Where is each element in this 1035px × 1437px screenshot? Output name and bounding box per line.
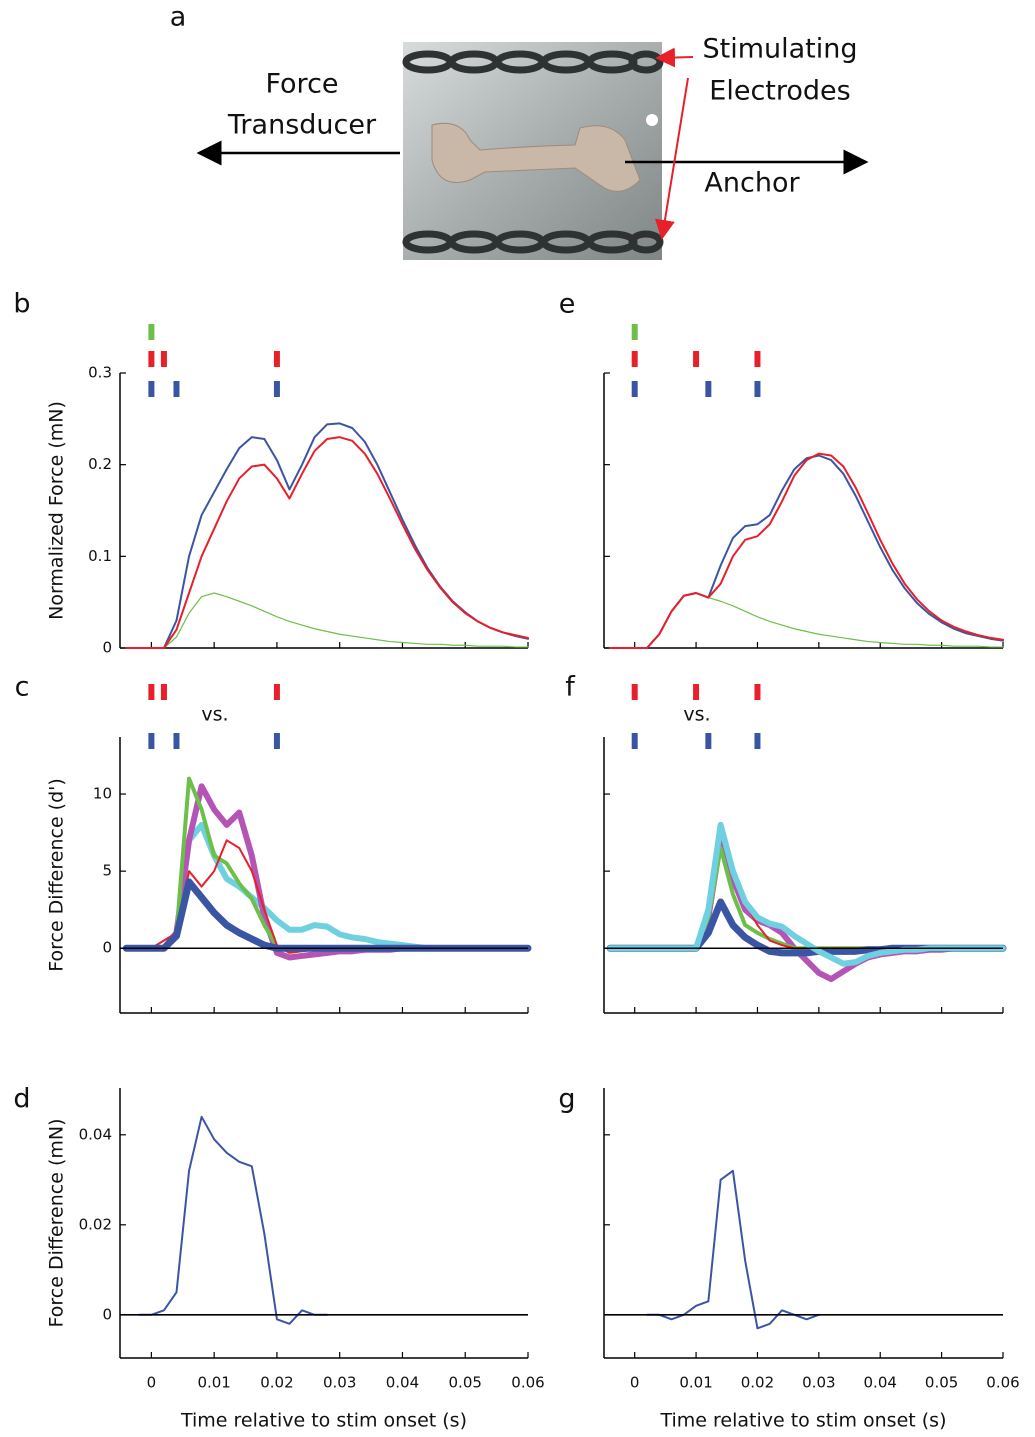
y-axis-label: Force Difference (mN) (46, 1119, 68, 1328)
y-tick-label: 5 (102, 862, 112, 880)
y-tick-label: 0.02 (79, 1215, 112, 1233)
y-tick-label: 0 (102, 639, 112, 657)
data-line (125, 436, 529, 649)
x-tick-label: 0.01 (679, 1374, 712, 1392)
y-tick-label: 0.04 (79, 1125, 112, 1143)
label: Stimulating (702, 34, 857, 65)
x-tick-label: 0.06 (986, 1374, 1019, 1392)
x-axis-label: Time relative to stim onset (s) (659, 1410, 946, 1432)
panel-label: c (15, 672, 30, 703)
panel-label: f (565, 672, 576, 703)
stim-marker (160, 351, 167, 367)
stim-marker (631, 324, 638, 340)
stim-marker (754, 351, 761, 367)
x-tick-label: 0.02 (260, 1374, 293, 1392)
y-tick-label: 0.1 (88, 547, 112, 565)
x-tick-label: 0.06 (511, 1374, 544, 1392)
data-line (609, 454, 1004, 649)
x-tick-label: 0 (147, 1374, 157, 1392)
data-line (607, 821, 1006, 967)
x-axis-label: Time relative to stim onset (s) (180, 1410, 467, 1432)
y-tick-label: 10 (93, 785, 112, 803)
panel-label: d (13, 1084, 30, 1115)
muscle (431, 122, 641, 192)
y-tick-label: 0.2 (88, 455, 112, 473)
data-line (137, 1115, 329, 1325)
stim-marker (273, 684, 280, 700)
data-line (609, 452, 1004, 649)
x-tick-label: 0.05 (925, 1374, 958, 1392)
stim-marker (148, 684, 155, 700)
stim-marker (754, 684, 761, 700)
panel-label: e (559, 289, 576, 320)
stim-marker (693, 351, 700, 367)
stim-marker (631, 733, 638, 749)
reflection (646, 114, 658, 126)
stim-marker (173, 381, 180, 397)
x-tick-label: 0.04 (386, 1374, 419, 1392)
stim-marker (705, 733, 712, 749)
stim-marker (693, 684, 700, 700)
data-line (645, 1169, 820, 1330)
y-tick-label: 0 (102, 939, 112, 957)
x-tick-label: 0.03 (802, 1374, 835, 1392)
x-tick-label: 0.04 (864, 1374, 897, 1392)
label: Anchor (704, 168, 800, 199)
data-line (609, 831, 1004, 950)
stim-marker (273, 351, 280, 367)
electrode-bottom (402, 230, 664, 254)
panel-label: a (170, 2, 187, 33)
stim-marker (273, 733, 280, 749)
panel-label: g (558, 1084, 575, 1115)
stim-marker (160, 684, 167, 700)
data-line (608, 846, 1005, 951)
data-line (607, 837, 1006, 983)
stim-marker (631, 684, 638, 700)
stim-marker (173, 733, 180, 749)
label: Force (265, 69, 338, 100)
stim-marker (148, 351, 155, 367)
data-line (125, 592, 529, 649)
label: Electrodes (709, 76, 850, 107)
y-axis-label: Force Difference (d') (46, 778, 68, 972)
x-tick-label: 0.01 (197, 1374, 230, 1392)
y-axis-label: Normalized Force (mN) (46, 401, 68, 620)
annotation: vs. (201, 704, 228, 726)
x-tick-label: 0.05 (449, 1374, 482, 1392)
x-tick-label: 0 (630, 1374, 640, 1392)
stim-marker (631, 351, 638, 367)
data-line (122, 878, 532, 952)
data-line (609, 592, 1004, 649)
annotation: vs. (683, 704, 710, 726)
stim-marker (754, 733, 761, 749)
stim-marker (754, 381, 761, 397)
arrow (655, 47, 694, 68)
y-tick-label: 0 (102, 1305, 112, 1323)
label: Transducer (227, 110, 377, 141)
stim-marker (273, 381, 280, 397)
stim-marker (148, 733, 155, 749)
stim-marker (631, 381, 638, 397)
arrow (655, 77, 689, 240)
x-tick-label: 0.03 (323, 1374, 356, 1392)
stim-marker (148, 324, 155, 340)
panel-a: a Force Transducer Stimulating Electrode… (170, 2, 869, 260)
stim-marker (148, 381, 155, 397)
y-tick-label: 0.3 (88, 364, 112, 382)
x-tick-label: 0.02 (741, 1374, 774, 1392)
stim-marker (705, 381, 712, 397)
panel-label: b (13, 289, 30, 320)
